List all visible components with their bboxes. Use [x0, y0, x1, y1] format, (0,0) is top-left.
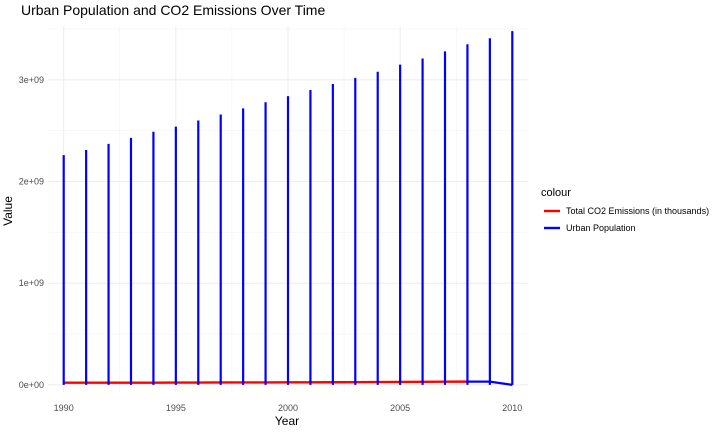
x-tick-label: 1995	[166, 403, 186, 413]
series-urban-population	[62, 31, 514, 386]
urban-population-baseline	[467, 380, 513, 386]
x-axis: 1990 1995 2000 2005 2010	[54, 403, 523, 413]
y-tick-label: 3e+09	[19, 75, 44, 85]
chart-title: Urban Population and CO2 Emissions Over …	[21, 2, 325, 18]
y-tick-label: 2e+09	[19, 177, 44, 187]
x-tick-label: 1990	[54, 403, 74, 413]
x-tick-label: 2010	[502, 403, 522, 413]
y-tick-label: 1e+09	[19, 278, 44, 288]
y-axis-title: Value	[1, 196, 15, 226]
legend-label-urban-population: Urban Population	[566, 223, 636, 233]
legend-title: colour	[541, 187, 571, 199]
series-layer	[62, 31, 514, 386]
x-tick-label: 2005	[390, 403, 410, 413]
legend: colour Total CO2 Emissions (in thousands…	[541, 187, 709, 233]
y-tick-label: 0e+00	[19, 380, 44, 390]
x-axis-title: Year	[275, 414, 299, 428]
legend-label-co2: Total CO2 Emissions (in thousands)	[566, 206, 709, 216]
x-tick-label: 2000	[278, 403, 298, 413]
y-axis: 0e+00 1e+09 2e+09 3e+09	[19, 75, 44, 390]
